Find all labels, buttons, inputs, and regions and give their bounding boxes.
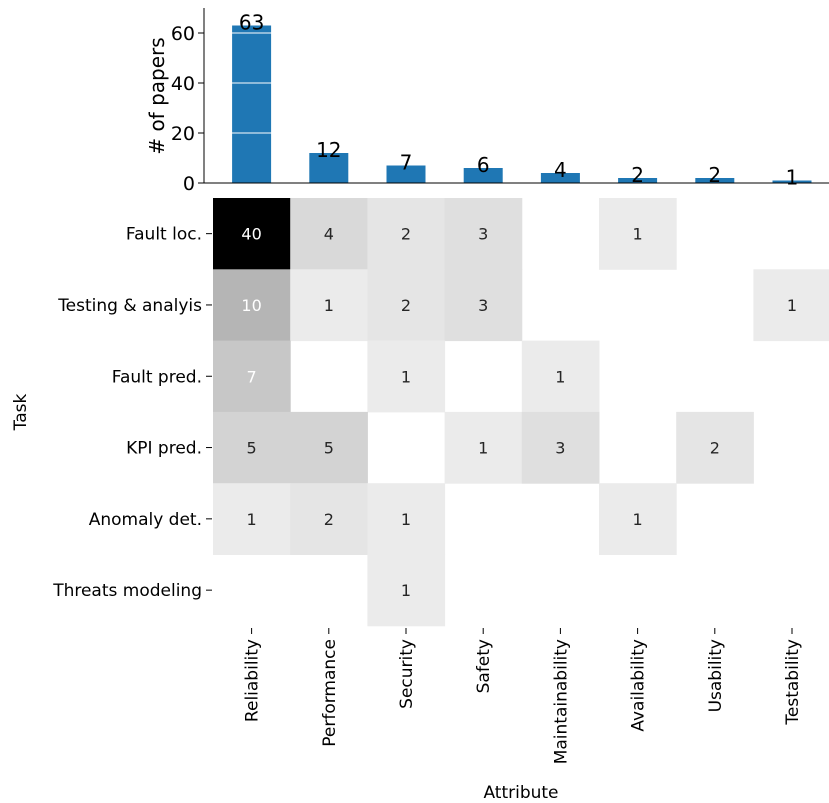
heatmap-cell-value: 10 <box>241 296 261 315</box>
heatmap-cell-value: 2 <box>401 225 411 244</box>
heatmap-cell-value: 40 <box>241 225 261 244</box>
heatmap-row-label: Threats modeling <box>52 581 202 601</box>
heatmap-cell-value: 4 <box>324 225 334 244</box>
heatmap-cell <box>367 269 446 342</box>
bar-security <box>386 165 426 183</box>
heatmap-row-label: Anomaly det. <box>89 510 202 530</box>
heatmap-y-axis-label: Task <box>11 394 31 432</box>
heatmap-col-label: Availability <box>629 639 649 732</box>
bar-performance <box>309 153 349 183</box>
heatmap-cell <box>213 198 291 270</box>
heatmap-cell <box>599 483 677 555</box>
heatmap-cell-value: 1 <box>401 367 411 386</box>
bar-y-tick-label: 20 <box>171 123 195 145</box>
heatmap-col-label: Maintainability <box>551 639 571 764</box>
heatmap-cell-value: 1 <box>787 296 797 315</box>
bar-reliability <box>232 25 272 183</box>
bar-availability <box>618 178 658 183</box>
heatmap-cell-value: 2 <box>710 439 720 458</box>
heatmap-cell <box>444 269 523 342</box>
heatmap-cell-value: 1 <box>555 367 565 386</box>
heatmap-cell-value: 3 <box>555 439 565 458</box>
heatmap-cell <box>521 340 600 413</box>
bar-y-tick-label: 60 <box>171 23 195 45</box>
heatmap-cell <box>521 411 600 484</box>
heatmap-cell <box>213 269 291 342</box>
heatmap-row-label: KPI pred. <box>126 439 202 459</box>
heatmap-cell <box>753 269 829 342</box>
heatmap-col-label: Security <box>397 639 417 709</box>
bar-y-tick-label: 0 <box>183 173 195 195</box>
heatmap-cell-value: 1 <box>478 439 488 458</box>
heatmap-cell-value: 1 <box>324 296 334 315</box>
heatmap-row-label: Testing & analyis <box>57 296 202 316</box>
heatmap-cell <box>367 340 446 413</box>
heatmap-cell-value: 1 <box>633 510 643 529</box>
heatmap-col-label: Performance <box>320 639 340 747</box>
heatmap-cell <box>290 198 368 270</box>
heatmap-cell <box>367 483 446 555</box>
heatmap-cell-value: 1 <box>633 225 643 244</box>
bar-y-tick-label: 40 <box>171 73 195 95</box>
heatmap-cell <box>676 411 754 484</box>
heatmap-row-label: Fault pred. <box>112 367 202 387</box>
heatmap-cell-value: 5 <box>247 439 257 458</box>
heatmap-cell <box>444 411 523 484</box>
bar-value-label: 7 <box>400 151 413 175</box>
heatmap-cell-value: 1 <box>401 510 411 529</box>
heatmap-cell <box>290 269 368 342</box>
heatmap-cell <box>367 198 446 270</box>
heatmap-cell <box>444 198 523 270</box>
heatmap-col-label: Reliability <box>243 639 263 722</box>
heatmap-cell <box>367 554 446 627</box>
heatmap-cell <box>290 411 368 484</box>
bar-safety <box>463 168 503 183</box>
bar-testability <box>772 180 812 183</box>
heatmap-cell <box>290 483 368 555</box>
bar-usability <box>695 178 735 183</box>
heatmap-col-label: Usability <box>706 639 726 712</box>
bar-value-label: 12 <box>316 138 341 162</box>
heatmap-cell-value: 3 <box>478 225 488 244</box>
heatmap-cell-value: 2 <box>401 296 411 315</box>
bar-maintainability <box>540 173 580 183</box>
heatmap-row-label: Fault loc. <box>126 225 202 245</box>
heatmap-cell <box>213 340 291 413</box>
bar-value-label: 4 <box>554 158 567 182</box>
heatmap-col-label: Safety <box>474 639 494 693</box>
bar-value-label: 1 <box>786 166 799 190</box>
bar-value-label: 2 <box>631 163 644 187</box>
papers-bar-chart: 63 12 7 6 4 2 2 1 0 20 40 60 # of papers <box>145 8 829 195</box>
heatmap-col-label: Testability <box>783 639 803 726</box>
heatmap-cell-value: 3 <box>478 296 488 315</box>
heatmap-cell-value: 1 <box>247 510 257 529</box>
heatmap-cell <box>213 411 291 484</box>
heatmap-cell-value: 1 <box>401 581 411 600</box>
heatmap-cell-value: 7 <box>247 367 257 386</box>
bar-value-label: 6 <box>477 153 490 177</box>
heatmap-cell <box>213 483 291 555</box>
heatmap-cell-value: 2 <box>324 510 334 529</box>
bar-value-label: 63 <box>239 11 264 35</box>
heatmap-cell-value: 5 <box>324 439 334 458</box>
heatmap-cell <box>599 198 677 270</box>
bar-value-label: 2 <box>708 163 721 187</box>
bar-y-axis-label: # of papers <box>145 37 169 154</box>
heatmap-x-axis-label: Attribute <box>483 783 558 803</box>
task-attribute-heatmap: 40 4 2 3 1 10 1 2 3 1 7 1 1 5 5 1 3 2 1 2 1 1 1 Fault loc. Test… <box>11 198 829 803</box>
